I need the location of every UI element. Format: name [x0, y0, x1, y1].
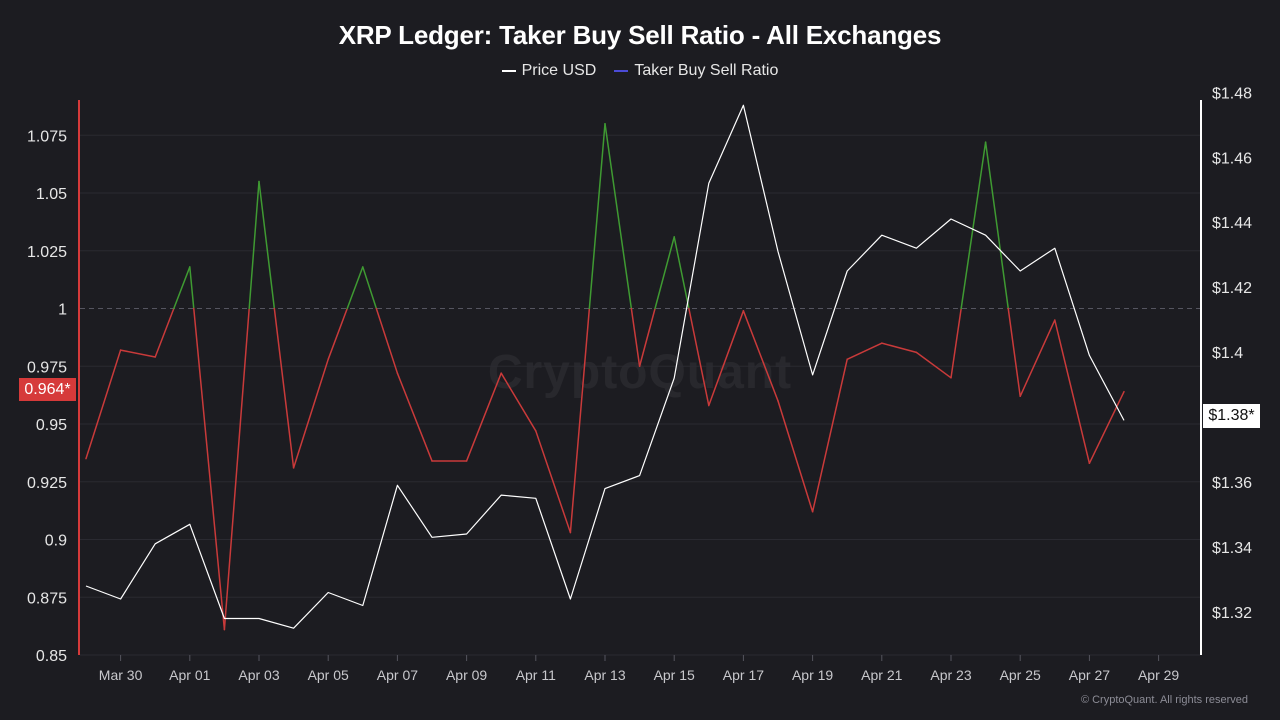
- ratio-segment: [1019, 319, 1056, 398]
- ratio-segment: [362, 266, 378, 310]
- left-tick-label: 0.975: [27, 359, 67, 376]
- chart-legend: Price USD Taker Buy Sell Ratio: [0, 62, 1280, 80]
- left-tick-label: 0.925: [27, 475, 67, 492]
- legend-item-price[interactable]: Price USD: [501, 62, 597, 80]
- copyright-notice: © CryptoQuant. All rights reserved: [1080, 694, 1248, 706]
- ratio-segment: [881, 342, 918, 354]
- ratio-segment: [688, 307, 710, 407]
- series-taker-buy-sell-ratio: [85, 122, 1125, 631]
- x-tick-label: Apr 15: [654, 667, 695, 683]
- x-tick-label: Mar 30: [99, 667, 143, 683]
- ratio-segment: [85, 349, 122, 460]
- legend-swatch-price: [501, 70, 516, 72]
- left-tick-label: 0.9: [45, 533, 67, 550]
- left-tick-label: 1.05: [36, 186, 67, 203]
- x-tick-label: Apr 19: [792, 667, 833, 683]
- x-tick-label: Apr 13: [584, 667, 625, 683]
- ratio-segment: [569, 307, 591, 534]
- x-tick-label: Apr 25: [1000, 667, 1041, 683]
- ratio-segment: [811, 358, 848, 513]
- legend-label-price: Price USD: [521, 62, 597, 79]
- current-ratio-badge: 0.964*: [19, 378, 76, 401]
- ratio-segment: [654, 236, 675, 310]
- watermark: CryptoQuant: [487, 346, 793, 399]
- ratio-segment: [500, 372, 537, 432]
- x-tick-label: Apr 17: [723, 667, 764, 683]
- legend-label-ratio: Taker Buy Sell Ratio: [634, 62, 779, 79]
- series-price-usd: [85, 104, 1125, 629]
- right-tick-label: $1.32: [1212, 605, 1252, 622]
- x-tick-label: Apr 03: [238, 667, 279, 683]
- right-tick-label: $1.48: [1212, 85, 1252, 102]
- ratio-segment: [638, 307, 656, 367]
- legend-swatch-ratio: [614, 70, 629, 72]
- x-tick-label: Apr 23: [930, 667, 971, 683]
- left-tick-label: 0.95: [36, 417, 67, 434]
- axes: [78, 100, 1202, 656]
- right-tick-label: $1.46: [1212, 150, 1252, 167]
- ratio-segment: [375, 307, 399, 374]
- ratio-segment: [327, 307, 348, 361]
- ratio-segment: [465, 372, 502, 462]
- ratio-segment: [984, 141, 1009, 310]
- x-axis-ticks: Mar 30 Apr 01 Apr 03 Apr 05 Apr 07 Apr 09 Apr …: [99, 655, 1179, 683]
- ratio-segment: [630, 307, 641, 367]
- chart-title: XRP Ledger: Taker Buy Sell Ratio - All E…: [338, 20, 942, 50]
- grid-lines: [80, 134, 1200, 656]
- right-tick-label: $1.4: [1212, 345, 1243, 362]
- left-axis-ticks: 1.075 1.05 1.025 1 0.975 0.95 0.925 0.9 0.875 0.8…: [27, 128, 67, 665]
- ratio-segment: [915, 351, 952, 379]
- current-price-badge: $1.38*: [1203, 404, 1260, 428]
- ratio-segment: [292, 358, 329, 469]
- price-line: [85, 104, 1125, 629]
- ratio-segment: [273, 307, 295, 469]
- ratio-segment: [535, 430, 572, 534]
- x-tick-label: Apr 01: [169, 667, 210, 683]
- ratio-segment: [604, 122, 633, 310]
- ratio-segment: [950, 307, 962, 379]
- right-tick-label: $1.34: [1212, 540, 1252, 557]
- ratio-segment: [1054, 319, 1091, 465]
- ratio-segment: [588, 122, 606, 310]
- x-tick-label: Apr 07: [377, 667, 418, 683]
- ratio-segment: [173, 266, 191, 310]
- x-tick-label: Apr 21: [861, 667, 902, 683]
- ratio-segment: [193, 307, 226, 631]
- left-tick-label: 1: [58, 302, 67, 319]
- ratio-segment: [673, 236, 690, 310]
- x-tick-label: Apr 27: [1069, 667, 1110, 683]
- ratio-segment: [742, 310, 779, 402]
- ratio-segment: [258, 180, 276, 310]
- legend-item-ratio[interactable]: Taker Buy Sell Ratio: [614, 62, 778, 80]
- left-tick-label: 0.875: [27, 590, 67, 607]
- ratio-segment: [960, 141, 987, 310]
- ratio-segment: [846, 342, 883, 361]
- ratio-segment: [777, 400, 814, 513]
- ratio-segment: [1088, 390, 1125, 465]
- ratio-segment: [396, 372, 433, 462]
- ratio-segment: [1007, 307, 1021, 398]
- left-tick-label: 1.025: [27, 244, 67, 261]
- x-tick-label: Apr 29: [1138, 667, 1179, 683]
- ratio-segment: [189, 266, 195, 310]
- left-tick-label: 0.85: [36, 648, 67, 665]
- x-tick-label: Apr 11: [516, 667, 556, 683]
- ratio-segment: [154, 307, 175, 358]
- right-tick-label: $1.42: [1212, 280, 1252, 297]
- left-tick-label: 1.075: [27, 128, 67, 145]
- right-tick-label: $1.44: [1212, 215, 1252, 232]
- x-tick-label: Apr 09: [446, 667, 487, 683]
- right-axis-ticks: $1.48$1.46$1.44$1.42$1.4$1.38$1.36$1.34$…: [1212, 85, 1252, 622]
- right-tick-label: $1.36: [1212, 475, 1252, 492]
- ratio-segment: [119, 349, 156, 358]
- ratio-segment: [708, 310, 745, 407]
- ratio-segment: [248, 180, 260, 310]
- ratio-segment: [346, 266, 364, 310]
- x-tick-label: Apr 05: [308, 667, 349, 683]
- ratio-segment: [223, 307, 250, 631]
